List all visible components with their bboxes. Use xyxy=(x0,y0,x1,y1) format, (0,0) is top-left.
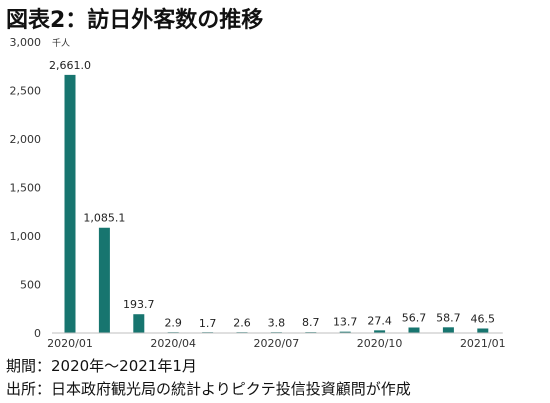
data-label: 13.7 xyxy=(333,316,358,329)
x-tick-label: 2020/01 xyxy=(47,337,93,350)
x-tick-label: 2020/10 xyxy=(357,337,403,350)
chart-title: 図表2：訪日外客数の推移 xyxy=(6,8,264,33)
bars xyxy=(64,74,489,334)
data-label: 8.7 xyxy=(302,316,320,329)
data-label: 193.7 xyxy=(123,298,155,311)
bar-2020/12 xyxy=(442,327,454,333)
x-tick-label: 2020/07 xyxy=(254,337,300,350)
y-tick-label: 1,000 xyxy=(10,230,42,243)
y-tick-label: 1,500 xyxy=(10,182,42,195)
data-label: 3.8 xyxy=(268,317,286,330)
unit-label: 千人 xyxy=(52,38,70,49)
x-axis: 2020/01 2020/04 2020/07 2020/10 2021/01 xyxy=(47,332,506,350)
y-tick-label: 2,500 xyxy=(10,85,42,98)
data-label: 1.7 xyxy=(199,317,217,330)
data-label: 56.7 xyxy=(402,312,427,325)
y-tick-label: 0 xyxy=(34,327,41,340)
data-labels: 2,661.0 1,085.1 193.7 2.9 1.7 2.6 3.8 8.7 13.7 27… xyxy=(49,59,495,330)
data-label: 2.9 xyxy=(164,317,182,330)
data-label: 2.6 xyxy=(233,317,251,330)
bar-2020/11 xyxy=(408,327,420,333)
bar-2020/01 xyxy=(64,74,76,334)
data-label: 1,085.1 xyxy=(83,212,125,225)
bar-2020/10 xyxy=(374,330,386,333)
y-tick-label: 3,000 xyxy=(10,36,42,49)
x-tick-label: 2020/04 xyxy=(150,337,196,350)
source-note: 出所：日本政府観光局の統計よりピクテ投信投資顧問が作成 xyxy=(6,380,411,398)
data-label: 46.5 xyxy=(471,312,496,325)
y-tick-label: 500 xyxy=(20,279,41,292)
period-note: 期間：2020年～2021年1月 xyxy=(6,357,197,375)
data-label: 27.4 xyxy=(367,314,392,327)
bar-2020/02 xyxy=(98,227,110,333)
y-tick-label: 2,000 xyxy=(10,133,42,146)
bar-2020/09 xyxy=(339,331,351,333)
bar-2020/03 xyxy=(133,314,145,333)
x-tick-label: 2021/01 xyxy=(460,337,506,350)
y-axis: 0 500 1,000 1,500 2,000 2,500 3,000 xyxy=(10,36,42,340)
data-label: 2,661.0 xyxy=(49,59,91,72)
bar-2021/01 xyxy=(477,328,489,333)
data-label: 58.7 xyxy=(436,311,461,324)
bar-chart: 0 500 1,000 1,500 2,000 2,500 3,000 2,661.0 1,0… xyxy=(10,36,506,350)
